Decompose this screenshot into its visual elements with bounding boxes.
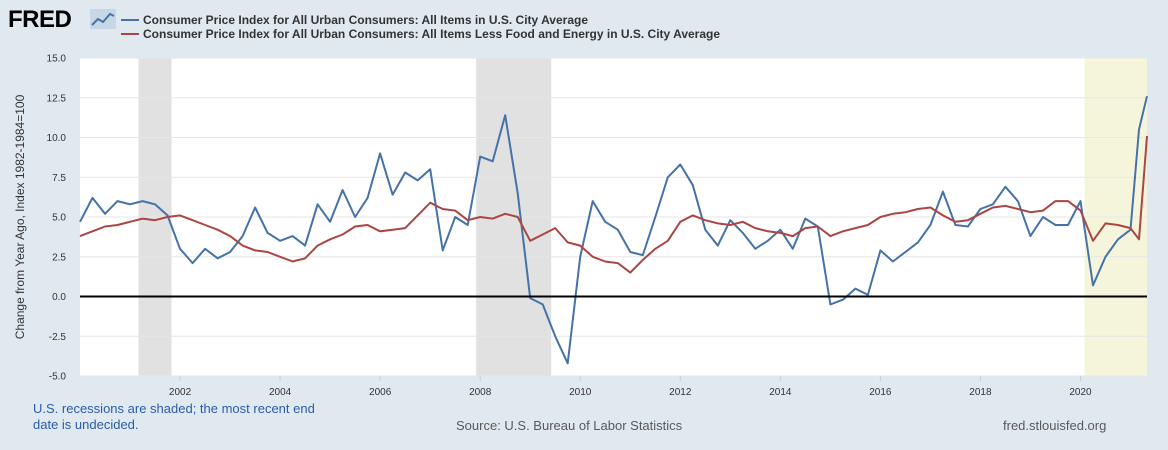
series-line-2 [79, 135, 1148, 274]
x-tick-label: 2016 [869, 387, 892, 398]
y-axis-label: Change from Year Ago, Index 1982-1984=10… [13, 94, 27, 339]
x-tick-label: 2006 [369, 387, 392, 398]
y-tick-label: 15.0 [47, 54, 67, 65]
site-link[interactable]: fred.stlouisfed.org [1003, 418, 1107, 433]
x-tick-label: 2010 [569, 387, 592, 398]
x-axis-ticks: 2002 2004 2006 2008 2010 2012 2014 2016 2018 2020 [169, 376, 1092, 398]
x-tick-label: 2020 [1069, 387, 1092, 398]
y-tick-label: 2.5 [52, 252, 66, 263]
y-tick-label: 0.0 [52, 292, 66, 303]
y-tick-label: 5.0 [52, 213, 66, 224]
source-note: Source: U.S. Bureau of Labor Statistics [456, 418, 683, 433]
legend-item-series1[interactable]: Consumer Price Index for All Urban Consu… [121, 13, 588, 27]
legend-swatch-series1 [121, 18, 139, 21]
y-tick-label: -5.0 [49, 372, 67, 383]
gridlines [80, 57, 1147, 377]
y-tick-label: 12.5 [47, 93, 67, 104]
x-tick-label: 2002 [169, 387, 192, 398]
y-axis-ticks: 15.0 12.5 10.0 7.5 5.0 2.5 0.0 -2.5 -5.0 [47, 54, 67, 383]
x-tick-label: 2008 [469, 387, 492, 398]
chart-area: 15.012.510.07.55.02.50.0-2.5-5.0 2002 200… [13, 54, 1148, 398]
x-tick-label: 2014 [769, 387, 792, 398]
fred-chart-logo-icon [90, 9, 116, 29]
chart-header: FRED Consumer Price Index for All Urban … [0, 0, 1168, 50]
series-lines [79, 95, 1148, 365]
legend-item-series2[interactable]: Consumer Price Index for All Urban Consu… [121, 27, 720, 41]
legend-label-series2: Consumer Price Index for All Urban Consu… [143, 27, 721, 41]
y-tick-label: -2.5 [49, 332, 67, 343]
y-tick-label: 7.5 [52, 173, 66, 184]
x-tick-label: 2004 [269, 387, 292, 398]
y-tick-label: 10.0 [47, 133, 67, 144]
x-tick-label: 2012 [669, 387, 692, 398]
x-tick-label: 2018 [969, 387, 992, 398]
recession-note: U.S. recessions are shaded; the most rec… [33, 401, 315, 432]
legend-label-series1: Consumer Price Index for All Urban Consu… [143, 13, 588, 27]
legend-swatch-series2 [121, 32, 139, 35]
fred-logo: FRED [8, 6, 72, 33]
